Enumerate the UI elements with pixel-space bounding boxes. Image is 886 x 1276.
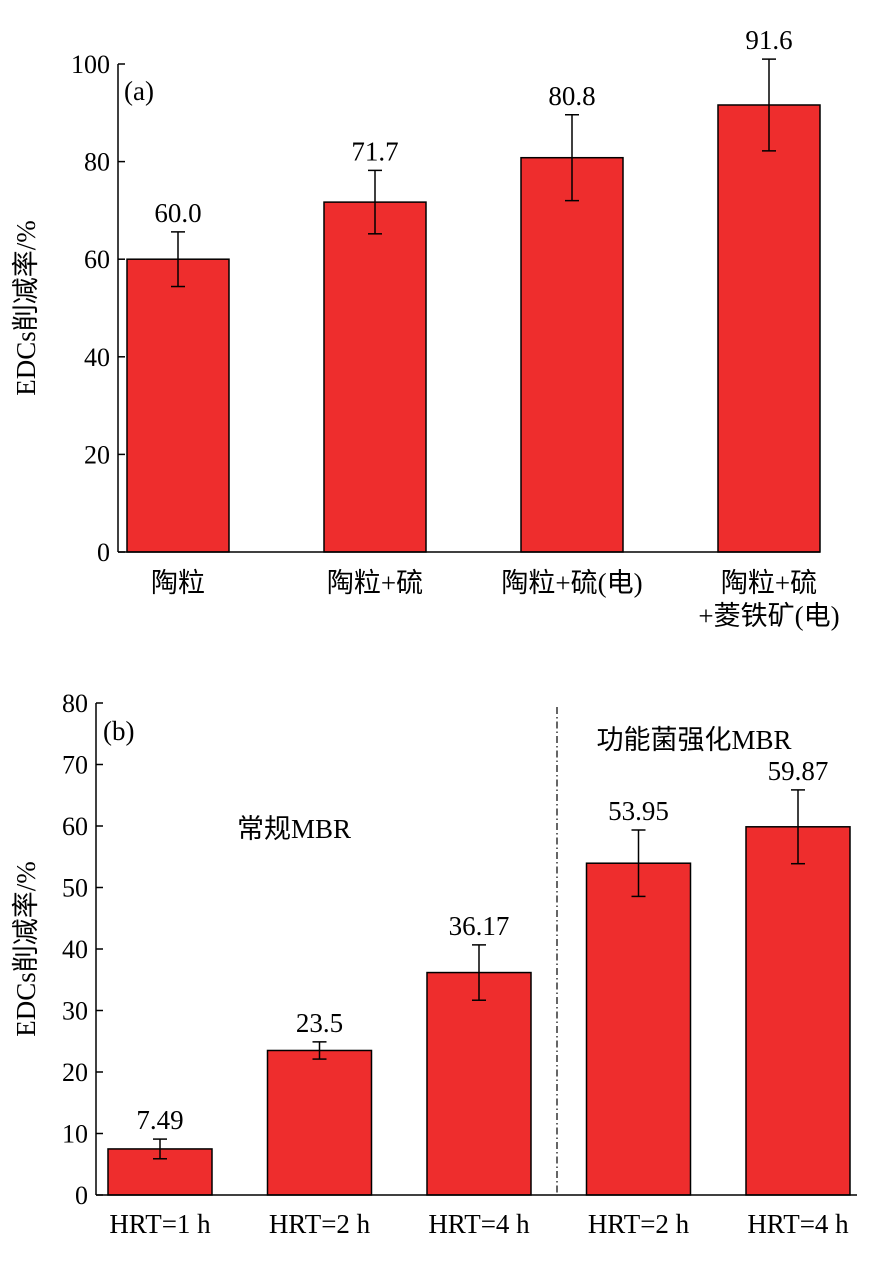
chart-b: 7.49 23.5 36.17 53.95 59.87 0 10 20 30 40 50 60 70 80… bbox=[11, 689, 857, 1239]
bar-b-3 bbox=[426, 971, 532, 1196]
category-label-a-2: 陶粒+硫 bbox=[327, 568, 423, 598]
bar-b-2 bbox=[266, 1049, 373, 1196]
y-tick-label-a-40: 40 bbox=[84, 343, 110, 372]
error-bar-b-5 bbox=[791, 789, 805, 865]
error-bar-b-3 bbox=[472, 944, 486, 1001]
y-tick-label-b-0: 0 bbox=[75, 1181, 88, 1210]
bar-a-2 bbox=[323, 201, 427, 553]
y-tick-label-b-50: 50 bbox=[62, 874, 88, 903]
y-tick-label-b-20: 20 bbox=[62, 1058, 88, 1087]
error-bar-a-3 bbox=[565, 114, 579, 202]
error-bar-b-1 bbox=[153, 1138, 167, 1160]
value-label-b-2: 23.5 bbox=[296, 1008, 343, 1038]
y-tick-label-a-0: 0 bbox=[97, 538, 110, 567]
y-axis-title-a: EDCs削减率/% bbox=[11, 220, 41, 396]
y-axis-title-b: EDCs削减率/% bbox=[11, 861, 41, 1037]
category-label-b-3: HRT=4 h bbox=[428, 1209, 530, 1239]
value-label-a-3: 80.8 bbox=[548, 81, 595, 111]
value-label-b-3: 36.17 bbox=[449, 911, 510, 941]
error-bar-a-4 bbox=[762, 58, 776, 152]
y-tick-label-a-80: 80 bbox=[84, 148, 110, 177]
error-bar-a-1 bbox=[171, 231, 185, 288]
value-label-b-5: 59.87 bbox=[768, 756, 829, 786]
bar-b-4 bbox=[585, 862, 692, 1196]
value-label-a-4: 91.6 bbox=[745, 25, 792, 55]
error-bar-b-4 bbox=[631, 829, 646, 898]
y-tick-label-b-10: 10 bbox=[62, 1120, 88, 1149]
category-label-b-1: HRT=1 h bbox=[109, 1209, 211, 1239]
y-tick-label-a-60: 60 bbox=[84, 245, 110, 274]
bar-a-3 bbox=[520, 156, 624, 553]
bar-a-1 bbox=[126, 258, 230, 553]
category-label-a-3: 陶粒+硫(电) bbox=[501, 568, 642, 598]
category-label-a-1: 陶粒 bbox=[151, 568, 205, 598]
error-bar-a-2 bbox=[368, 169, 382, 235]
group-label-1: 常规MBR bbox=[237, 814, 351, 844]
value-label-a-1: 60.0 bbox=[154, 198, 201, 228]
y-tick-label-b-30: 30 bbox=[62, 997, 88, 1026]
value-label-b-1: 7.49 bbox=[136, 1105, 183, 1135]
error-bar-b-2 bbox=[312, 1041, 327, 1060]
category-label-b-5: HRT=4 h bbox=[747, 1209, 849, 1239]
value-label-b-4: 53.95 bbox=[608, 796, 669, 826]
value-label-a-2: 71.7 bbox=[351, 136, 398, 166]
bar-b-5 bbox=[745, 826, 851, 1196]
y-tick-label-b-80: 80 bbox=[62, 689, 88, 718]
y-tick-label-b-70: 70 bbox=[62, 751, 88, 780]
panel-label-a: (a) bbox=[124, 76, 154, 106]
category-label-b-4: HRT=2 h bbox=[588, 1209, 690, 1239]
chart-a: 60.0 71.7 80.8 91.6 0 20 40 60 80 100 陶粒 陶粒+硫 陶粒+硫(电… bbox=[11, 25, 840, 631]
panel-label-b: (b) bbox=[103, 716, 134, 746]
category-label-b-2: HRT=2 h bbox=[269, 1209, 371, 1239]
bar-a-4 bbox=[717, 104, 821, 553]
y-tick-label-b-40: 40 bbox=[62, 935, 88, 964]
group-label-2: 功能菌强化MBR bbox=[596, 725, 791, 755]
y-tick-label-a-20: 20 bbox=[84, 440, 110, 469]
category-label-a-4: 陶粒+硫+菱铁矿(电) bbox=[698, 568, 839, 631]
y-tick-label-b-60: 60 bbox=[62, 812, 88, 841]
y-tick-label-a-100: 100 bbox=[71, 50, 110, 79]
